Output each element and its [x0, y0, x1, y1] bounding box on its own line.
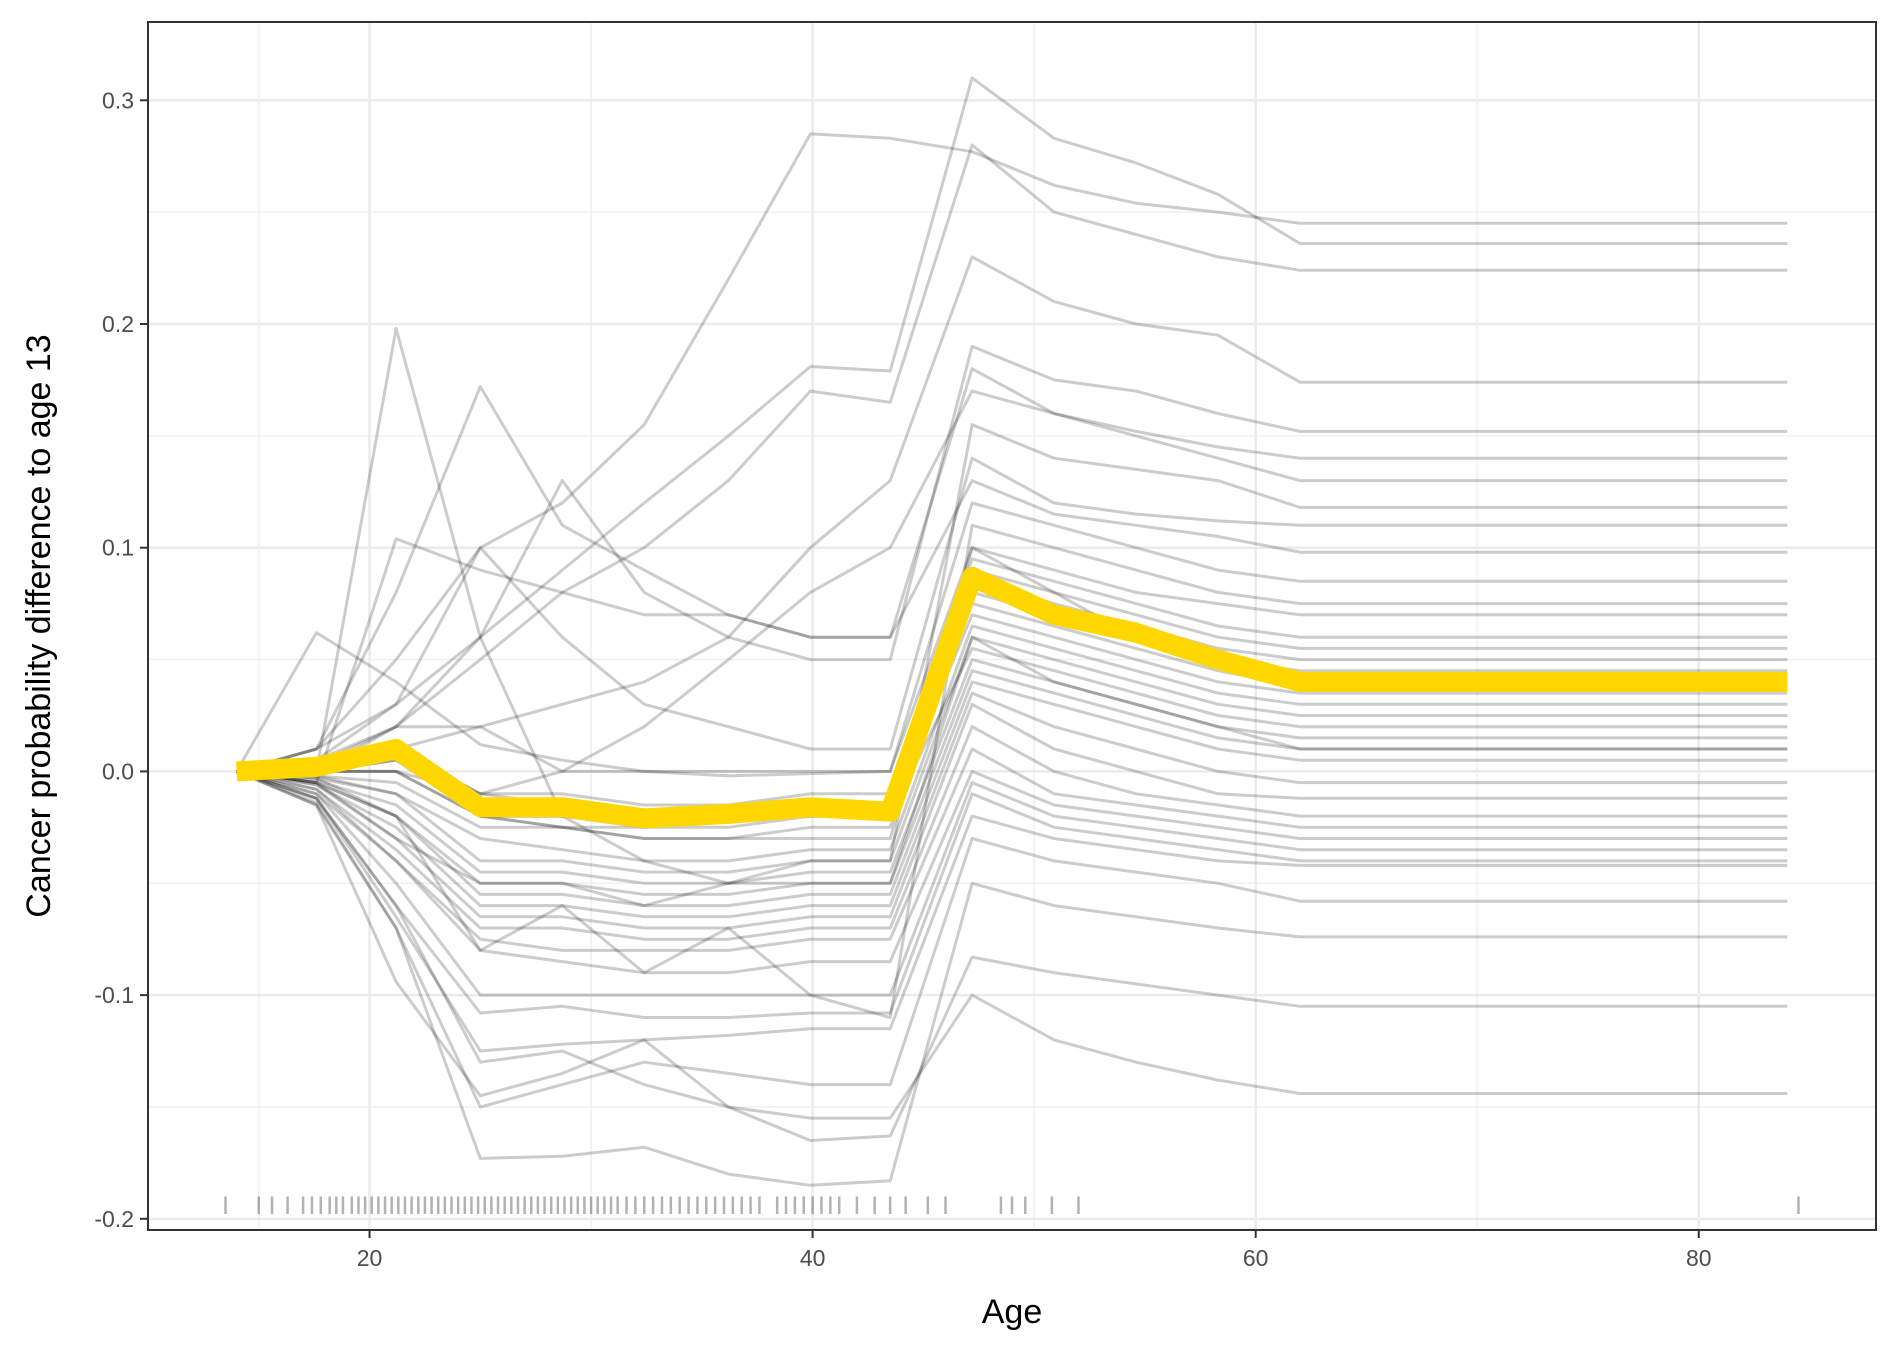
ice-line — [236, 76, 1788, 773]
y-tick-label: 0.1 — [102, 535, 134, 561]
ice-line — [236, 624, 1788, 863]
ice-line — [236, 691, 1788, 919]
ice-line — [236, 143, 1788, 773]
x-tick-label: 80 — [1686, 1245, 1712, 1271]
y-tick-label: 0.2 — [102, 311, 134, 337]
y-tick-label: -0.2 — [94, 1206, 134, 1232]
ice-line — [236, 769, 1788, 1019]
ice-line — [236, 344, 1788, 773]
ice-line — [236, 132, 1788, 773]
ice-line — [236, 456, 1788, 773]
ice-line — [236, 769, 1788, 997]
x-axis: 20 40 60 80 — [357, 1230, 1712, 1271]
y-tick-label: -0.1 — [94, 982, 134, 1008]
pdp-average-line-path — [236, 566, 1788, 829]
ice-line — [236, 769, 1788, 975]
ice-line — [236, 702, 1788, 930]
x-tick-label: 60 — [1243, 1245, 1269, 1271]
plot-panel-border — [147, 21, 1877, 1231]
ice-line — [236, 770, 1788, 1142]
ice-line — [236, 658, 1788, 885]
y-tick-label: 0.3 — [102, 87, 134, 113]
ice-line — [236, 635, 1788, 874]
pdp-average-line — [236, 566, 1788, 829]
plot-panel-background — [148, 22, 1876, 1230]
ice-line — [236, 769, 1788, 1053]
ice-line — [236, 327, 1788, 885]
y-axis: -0.2 -0.1 0.0 0.1 0.2 0.3 — [94, 87, 148, 1232]
ice-line — [236, 669, 1788, 896]
x-axis-title: Age — [982, 1293, 1043, 1331]
y-axis-title: Cancer probability difference to age 13 — [20, 334, 58, 917]
ice-line — [236, 680, 1788, 908]
ice-line — [236, 523, 1788, 1019]
rug-marks — [224, 1196, 1800, 1214]
ice-line — [236, 255, 1788, 773]
ice-line — [236, 389, 1788, 773]
ice-line — [236, 479, 1788, 785]
ice-line — [236, 770, 1788, 1187]
ice-line — [236, 602, 1788, 840]
y-tick-label: 0.0 — [102, 758, 134, 784]
ice-line — [236, 423, 1788, 908]
x-tick-label: 20 — [357, 1245, 383, 1271]
ice-line — [236, 770, 1788, 1109]
ice-line — [236, 769, 1788, 1120]
ice-line — [236, 747, 1788, 952]
minor-gridlines — [148, 22, 1876, 1230]
x-tick-label: 40 — [800, 1245, 826, 1271]
ice-line — [236, 367, 1788, 773]
ice-line — [236, 725, 1788, 941]
